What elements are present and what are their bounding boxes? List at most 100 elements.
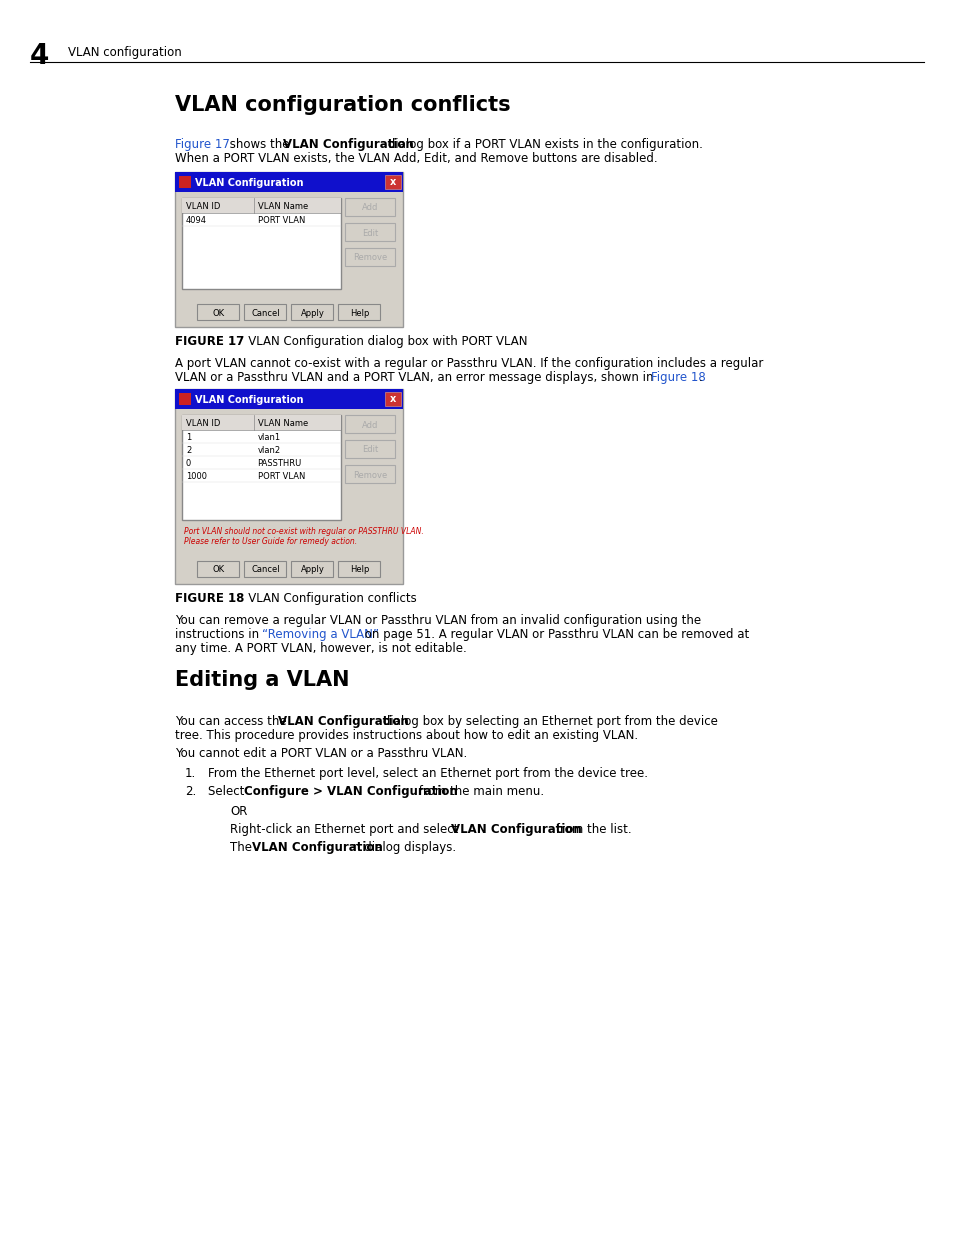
- Text: 4: 4: [30, 42, 50, 70]
- Bar: [345, 440, 395, 458]
- Text: VLAN ID: VLAN ID: [186, 203, 220, 211]
- Text: You cannot edit a PORT VLAN or a Passthru VLAN.: You cannot edit a PORT VLAN or a Passthr…: [174, 747, 467, 760]
- Text: OK: OK: [213, 309, 224, 317]
- Bar: [182, 198, 340, 289]
- Text: You can remove a regular VLAN or Passthru VLAN from an invalid configuration usi: You can remove a regular VLAN or Passthr…: [174, 614, 700, 627]
- Text: 4094: 4094: [186, 216, 207, 225]
- Text: VLAN or a Passthru VLAN and a PORT VLAN, an error message displays, shown in: VLAN or a Passthru VLAN and a PORT VLAN,…: [174, 370, 657, 384]
- Text: A port VLAN cannot co-exist with a regular or Passthru VLAN. If the configuratio: A port VLAN cannot co-exist with a regul…: [174, 357, 762, 370]
- Text: from the list.: from the list.: [552, 823, 631, 836]
- Text: OK: OK: [213, 566, 224, 574]
- Text: Cancel: Cancel: [251, 566, 279, 574]
- Text: VLAN ID: VLAN ID: [186, 419, 220, 429]
- Bar: [182, 415, 340, 430]
- Text: Apply: Apply: [300, 309, 324, 317]
- Text: VLAN Configuration: VLAN Configuration: [194, 395, 303, 405]
- Bar: [197, 561, 239, 577]
- Text: PORT VLAN: PORT VLAN: [257, 216, 305, 225]
- Text: shows the: shows the: [226, 138, 293, 151]
- Text: Help: Help: [350, 309, 369, 317]
- Bar: [174, 172, 402, 191]
- Text: You can access the: You can access the: [174, 715, 290, 727]
- Text: Edit: Edit: [361, 446, 377, 454]
- Text: OR: OR: [230, 805, 247, 818]
- Text: VLAN Configuration: VLAN Configuration: [194, 178, 303, 188]
- Text: Editing a VLAN: Editing a VLAN: [174, 671, 349, 690]
- Bar: [292, 304, 334, 320]
- Text: 1.: 1.: [185, 767, 196, 781]
- Text: 2: 2: [186, 446, 191, 454]
- Text: Apply: Apply: [300, 566, 324, 574]
- Bar: [244, 304, 286, 320]
- Bar: [345, 248, 395, 266]
- Text: Remove: Remove: [353, 253, 387, 263]
- Text: Remove: Remove: [353, 471, 387, 479]
- Text: n dialog displays.: n dialog displays.: [353, 841, 456, 853]
- Bar: [174, 389, 402, 409]
- Bar: [244, 561, 286, 577]
- Text: from the main menu.: from the main menu.: [415, 785, 543, 798]
- Text: FIGURE 18: FIGURE 18: [174, 592, 244, 605]
- Text: VLAN Name: VLAN Name: [257, 419, 308, 429]
- Text: Please refer to User Guide for remedy action.: Please refer to User Guide for remedy ac…: [184, 537, 356, 547]
- Bar: [179, 177, 191, 188]
- Text: tree. This procedure provides instructions about how to edit an existing VLAN.: tree. This procedure provides instructio…: [174, 729, 638, 742]
- Bar: [197, 304, 239, 320]
- Text: vlan1: vlan1: [257, 433, 280, 442]
- Text: VLAN Configuration conflicts: VLAN Configuration conflicts: [236, 592, 416, 605]
- Text: “Removing a VLAN”: “Removing a VLAN”: [262, 629, 378, 641]
- Text: Add: Add: [361, 420, 377, 430]
- Bar: [338, 561, 380, 577]
- Bar: [182, 198, 340, 212]
- Text: any time. A PORT VLAN, however, is not editable.: any time. A PORT VLAN, however, is not e…: [174, 642, 466, 655]
- Bar: [179, 393, 191, 405]
- Text: Edit: Edit: [361, 228, 377, 237]
- Bar: [345, 198, 395, 216]
- Text: .: .: [699, 370, 702, 384]
- Text: VLAN Name: VLAN Name: [257, 203, 308, 211]
- Bar: [345, 415, 395, 433]
- Bar: [345, 224, 395, 241]
- Text: FIGURE 17: FIGURE 17: [174, 335, 244, 348]
- Text: VLAN Configuration: VLAN Configuration: [451, 823, 581, 836]
- Bar: [385, 391, 400, 406]
- Text: PASSTHRU: PASSTHRU: [257, 459, 301, 468]
- Text: x: x: [390, 394, 395, 404]
- Text: VLAN configuration conflicts: VLAN configuration conflicts: [174, 95, 510, 115]
- Text: 1: 1: [186, 433, 191, 442]
- Text: dialog box by selecting an Ethernet port from the device: dialog box by selecting an Ethernet port…: [378, 715, 717, 727]
- Text: dialog box if a PORT VLAN exists in the configuration.: dialog box if a PORT VLAN exists in the …: [384, 138, 702, 151]
- Text: VLAN Configuration: VLAN Configuration: [252, 841, 382, 853]
- Text: VLAN configuration: VLAN configuration: [68, 46, 182, 59]
- Bar: [182, 415, 340, 520]
- Text: Help: Help: [350, 566, 369, 574]
- Text: Add: Add: [361, 204, 377, 212]
- Text: VLAN Configuration: VLAN Configuration: [277, 715, 408, 727]
- Text: The: The: [230, 841, 255, 853]
- Text: x: x: [390, 177, 395, 186]
- Bar: [345, 466, 395, 483]
- Text: vlan2: vlan2: [257, 446, 280, 454]
- Text: 1000: 1000: [186, 472, 207, 480]
- Text: Right-click an Ethernet port and select: Right-click an Ethernet port and select: [230, 823, 461, 836]
- Text: PORT VLAN: PORT VLAN: [257, 472, 305, 480]
- Bar: [338, 304, 380, 320]
- Text: on page 51. A regular VLAN or Passthru VLAN can be removed at: on page 51. A regular VLAN or Passthru V…: [360, 629, 748, 641]
- Bar: [292, 561, 334, 577]
- Text: Figure 18: Figure 18: [650, 370, 705, 384]
- Text: When a PORT VLAN exists, the VLAN Add, Edit, and Remove buttons are disabled.: When a PORT VLAN exists, the VLAN Add, E…: [174, 152, 657, 165]
- Text: Select: Select: [208, 785, 248, 798]
- Text: Configure > VLAN Configuration: Configure > VLAN Configuration: [244, 785, 457, 798]
- Bar: [174, 172, 402, 327]
- Text: VLAN Configuration dialog box with PORT VLAN: VLAN Configuration dialog box with PORT …: [236, 335, 527, 348]
- Text: From the Ethernet port level, select an Ethernet port from the device tree.: From the Ethernet port level, select an …: [208, 767, 647, 781]
- Text: instructions in: instructions in: [174, 629, 263, 641]
- Text: VLAN Configuration: VLAN Configuration: [283, 138, 414, 151]
- Bar: [385, 175, 400, 189]
- Bar: [174, 389, 402, 584]
- Text: Figure 17: Figure 17: [174, 138, 230, 151]
- Text: 2.: 2.: [185, 785, 196, 798]
- Text: Port VLAN should not co-exist with regular or PASSTHRU VLAN.: Port VLAN should not co-exist with regul…: [184, 526, 423, 536]
- Text: Cancel: Cancel: [251, 309, 279, 317]
- Text: 0: 0: [186, 459, 191, 468]
